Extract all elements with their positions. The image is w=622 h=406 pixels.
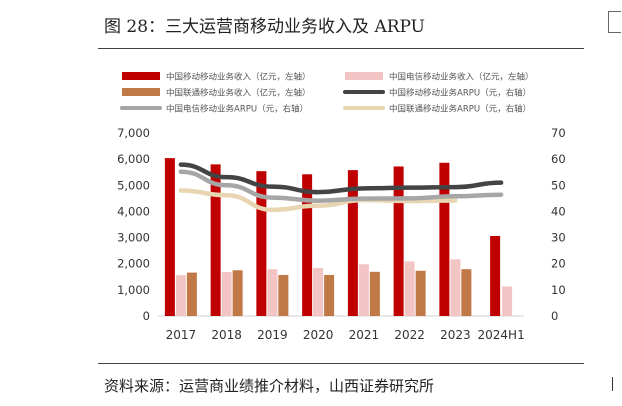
legend-label-0: 中国移动移动业务收入（亿元，左轴）	[166, 72, 311, 83]
bar-3-2023	[461, 269, 472, 316]
y-right-tick-label: 50	[551, 178, 566, 192]
bar-2-2024H1	[502, 286, 513, 316]
bar-3-2022	[415, 270, 426, 316]
legend-swatch-2	[122, 88, 160, 96]
x-tick-label: 2018	[211, 328, 242, 342]
line-series-3	[178, 188, 458, 213]
bar-3-2017	[186, 272, 197, 316]
legend-swatch-1	[345, 72, 383, 80]
line-series-2	[178, 169, 504, 203]
bar-2-2019	[267, 269, 278, 316]
bar-1-2018	[210, 164, 221, 316]
y-left-tick-label: 3,000	[117, 231, 150, 245]
bar-1-2019	[256, 171, 267, 316]
bar-2-2020	[313, 267, 324, 316]
bar-2-2018	[221, 272, 232, 316]
y-left-tick-label: 7,000	[117, 126, 150, 140]
legend-label-4: 中国电信移动业务ARPU（元，右轴）	[166, 104, 308, 115]
chart-axes: 0 1,000 2,000 3,000 4,000 5,000 6,000 7,000 0 10 2…	[117, 126, 566, 323]
x-tick-label: 2022	[394, 328, 425, 342]
bar-1-2020	[302, 174, 313, 316]
y-right-tick-label: 30	[551, 231, 566, 245]
y-left-tick-label: 6,000	[117, 152, 150, 166]
y-right-tick-label: 70	[551, 126, 566, 140]
y-right-tick-label: 10	[551, 283, 566, 297]
legend-label-5: 中国联通移动业务ARPU（元，右轴）	[389, 104, 531, 115]
x-tick-label: 2023	[440, 328, 471, 342]
x-axis-labels: 2017 2018 2019 2020 2021 2022 2023 2024H1	[166, 328, 525, 342]
x-tick-label: 2021	[349, 328, 380, 342]
y-right-tick-label: 0	[551, 309, 558, 323]
legend-swatch-0	[122, 72, 160, 80]
bar-2-2021	[358, 264, 369, 316]
bar-2-2023	[450, 259, 461, 316]
y-right-tick-label: 20	[551, 257, 566, 271]
adjacent-figure-edge	[608, 11, 621, 33]
legend-label-2: 中国联通移动业务收入（亿元，左轴）	[166, 88, 311, 99]
adjacent-source-edge	[612, 377, 622, 391]
y-left-tick-label: 1,000	[117, 283, 150, 297]
x-tick-label: 2024H1	[478, 328, 525, 342]
bar-1-2022	[393, 166, 404, 316]
title-rule	[98, 48, 584, 49]
bar-3-2019	[278, 274, 289, 316]
y-right-tick-label: 40	[551, 204, 566, 218]
bar-3-2020	[324, 274, 335, 316]
legend-label-3: 中国移动移动业务ARPU（元，右轴）	[389, 88, 531, 99]
y-right-tick-label: 60	[551, 152, 566, 166]
y-left-tick-label: 0	[143, 309, 150, 323]
figure-title: 图 28：三大运营商移动业务收入及 ARPU	[104, 17, 425, 37]
bar-series-group	[164, 158, 513, 316]
x-tick-label: 2017	[166, 328, 197, 342]
bar-3-2018	[232, 270, 243, 316]
bar-1-2021	[347, 170, 358, 316]
bar-3-2021	[369, 271, 380, 316]
line-series-group	[178, 162, 504, 213]
y-left-tick-label: 5,000	[117, 178, 150, 192]
source-rule	[98, 363, 584, 364]
y-left-tick-label: 2,000	[117, 257, 150, 271]
source-note: 资料来源：运营商业绩推介材料，山西证券研究所	[104, 377, 435, 395]
bar-1-2024H1	[490, 236, 501, 316]
line-series-1	[178, 162, 504, 195]
bar-2-2022	[404, 261, 415, 316]
bar-1-2023	[439, 162, 450, 316]
x-tick-label: 2019	[257, 328, 288, 342]
bar-2-2017	[175, 275, 186, 316]
chart-legend: 中国移动移动业务收入（亿元，左轴） 中国电信移动业务收入（亿元，左轴） 中国联通移动…	[120, 72, 534, 115]
y-left-tick-label: 4,000	[117, 204, 150, 218]
bar-1-2017	[164, 158, 175, 316]
x-tick-label: 2020	[303, 328, 334, 342]
legend-label-1: 中国电信移动业务收入（亿元，左轴）	[389, 72, 534, 83]
